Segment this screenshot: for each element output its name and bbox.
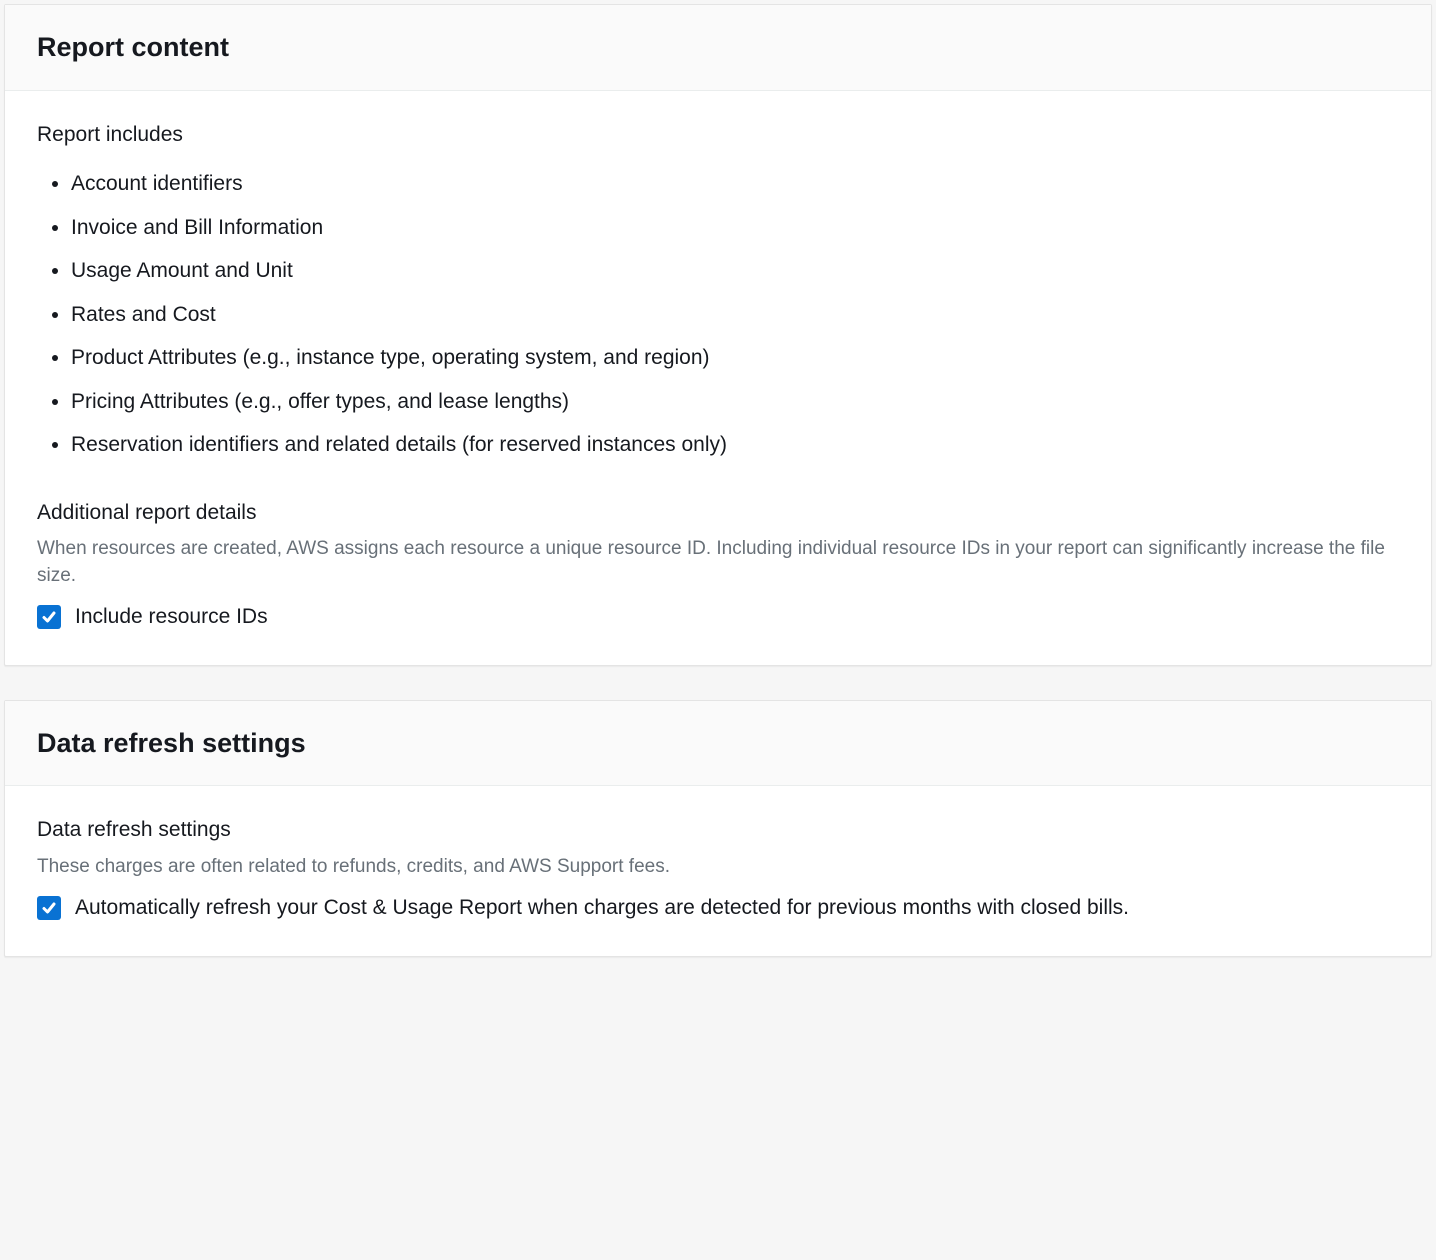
panel-title: Report content [37,27,1399,68]
include-resource-ids-label: Include resource IDs [75,601,268,633]
panel-header: Report content [5,5,1431,91]
additional-details-label: Additional report details [37,497,1399,529]
additional-details-help: When resources are created, AWS assigns … [37,536,1399,589]
additional-details-section: Additional report details When resources… [37,497,1399,633]
report-content-panel: Report content Report includes Account i… [4,4,1432,666]
report-includes-section: Report includes Account identifiers Invo… [37,119,1399,467]
data-refresh-label: Data refresh settings [37,814,1399,846]
include-resource-ids-checkbox[interactable] [37,605,61,629]
panel-body: Report includes Account identifiers Invo… [5,91,1431,665]
list-item: Product Attributes (e.g., instance type,… [71,336,1399,380]
list-item: Pricing Attributes (e.g., offer types, a… [71,380,1399,424]
list-item: Reservation identifiers and related deta… [71,423,1399,467]
report-includes-label: Report includes [37,119,1399,151]
data-refresh-help: These charges are often related to refun… [37,854,1399,881]
check-icon [41,900,57,916]
panel-title: Data refresh settings [37,723,1399,764]
list-item: Invoice and Bill Information [71,206,1399,250]
report-includes-list: Account identifiers Invoice and Bill Inf… [37,162,1399,467]
auto-refresh-label: Automatically refresh your Cost & Usage … [75,892,1129,924]
list-item: Rates and Cost [71,293,1399,337]
auto-refresh-checkbox[interactable] [37,896,61,920]
include-resource-ids-row[interactable]: Include resource IDs [37,601,1399,633]
list-item: Usage Amount and Unit [71,249,1399,293]
panel-header: Data refresh settings [5,701,1431,787]
panel-body: Data refresh settings These charges are … [5,786,1431,956]
data-refresh-section: Data refresh settings These charges are … [37,814,1399,924]
check-icon [41,609,57,625]
list-item: Account identifiers [71,162,1399,206]
data-refresh-panel: Data refresh settings Data refresh setti… [4,700,1432,957]
auto-refresh-row[interactable]: Automatically refresh your Cost & Usage … [37,892,1399,924]
